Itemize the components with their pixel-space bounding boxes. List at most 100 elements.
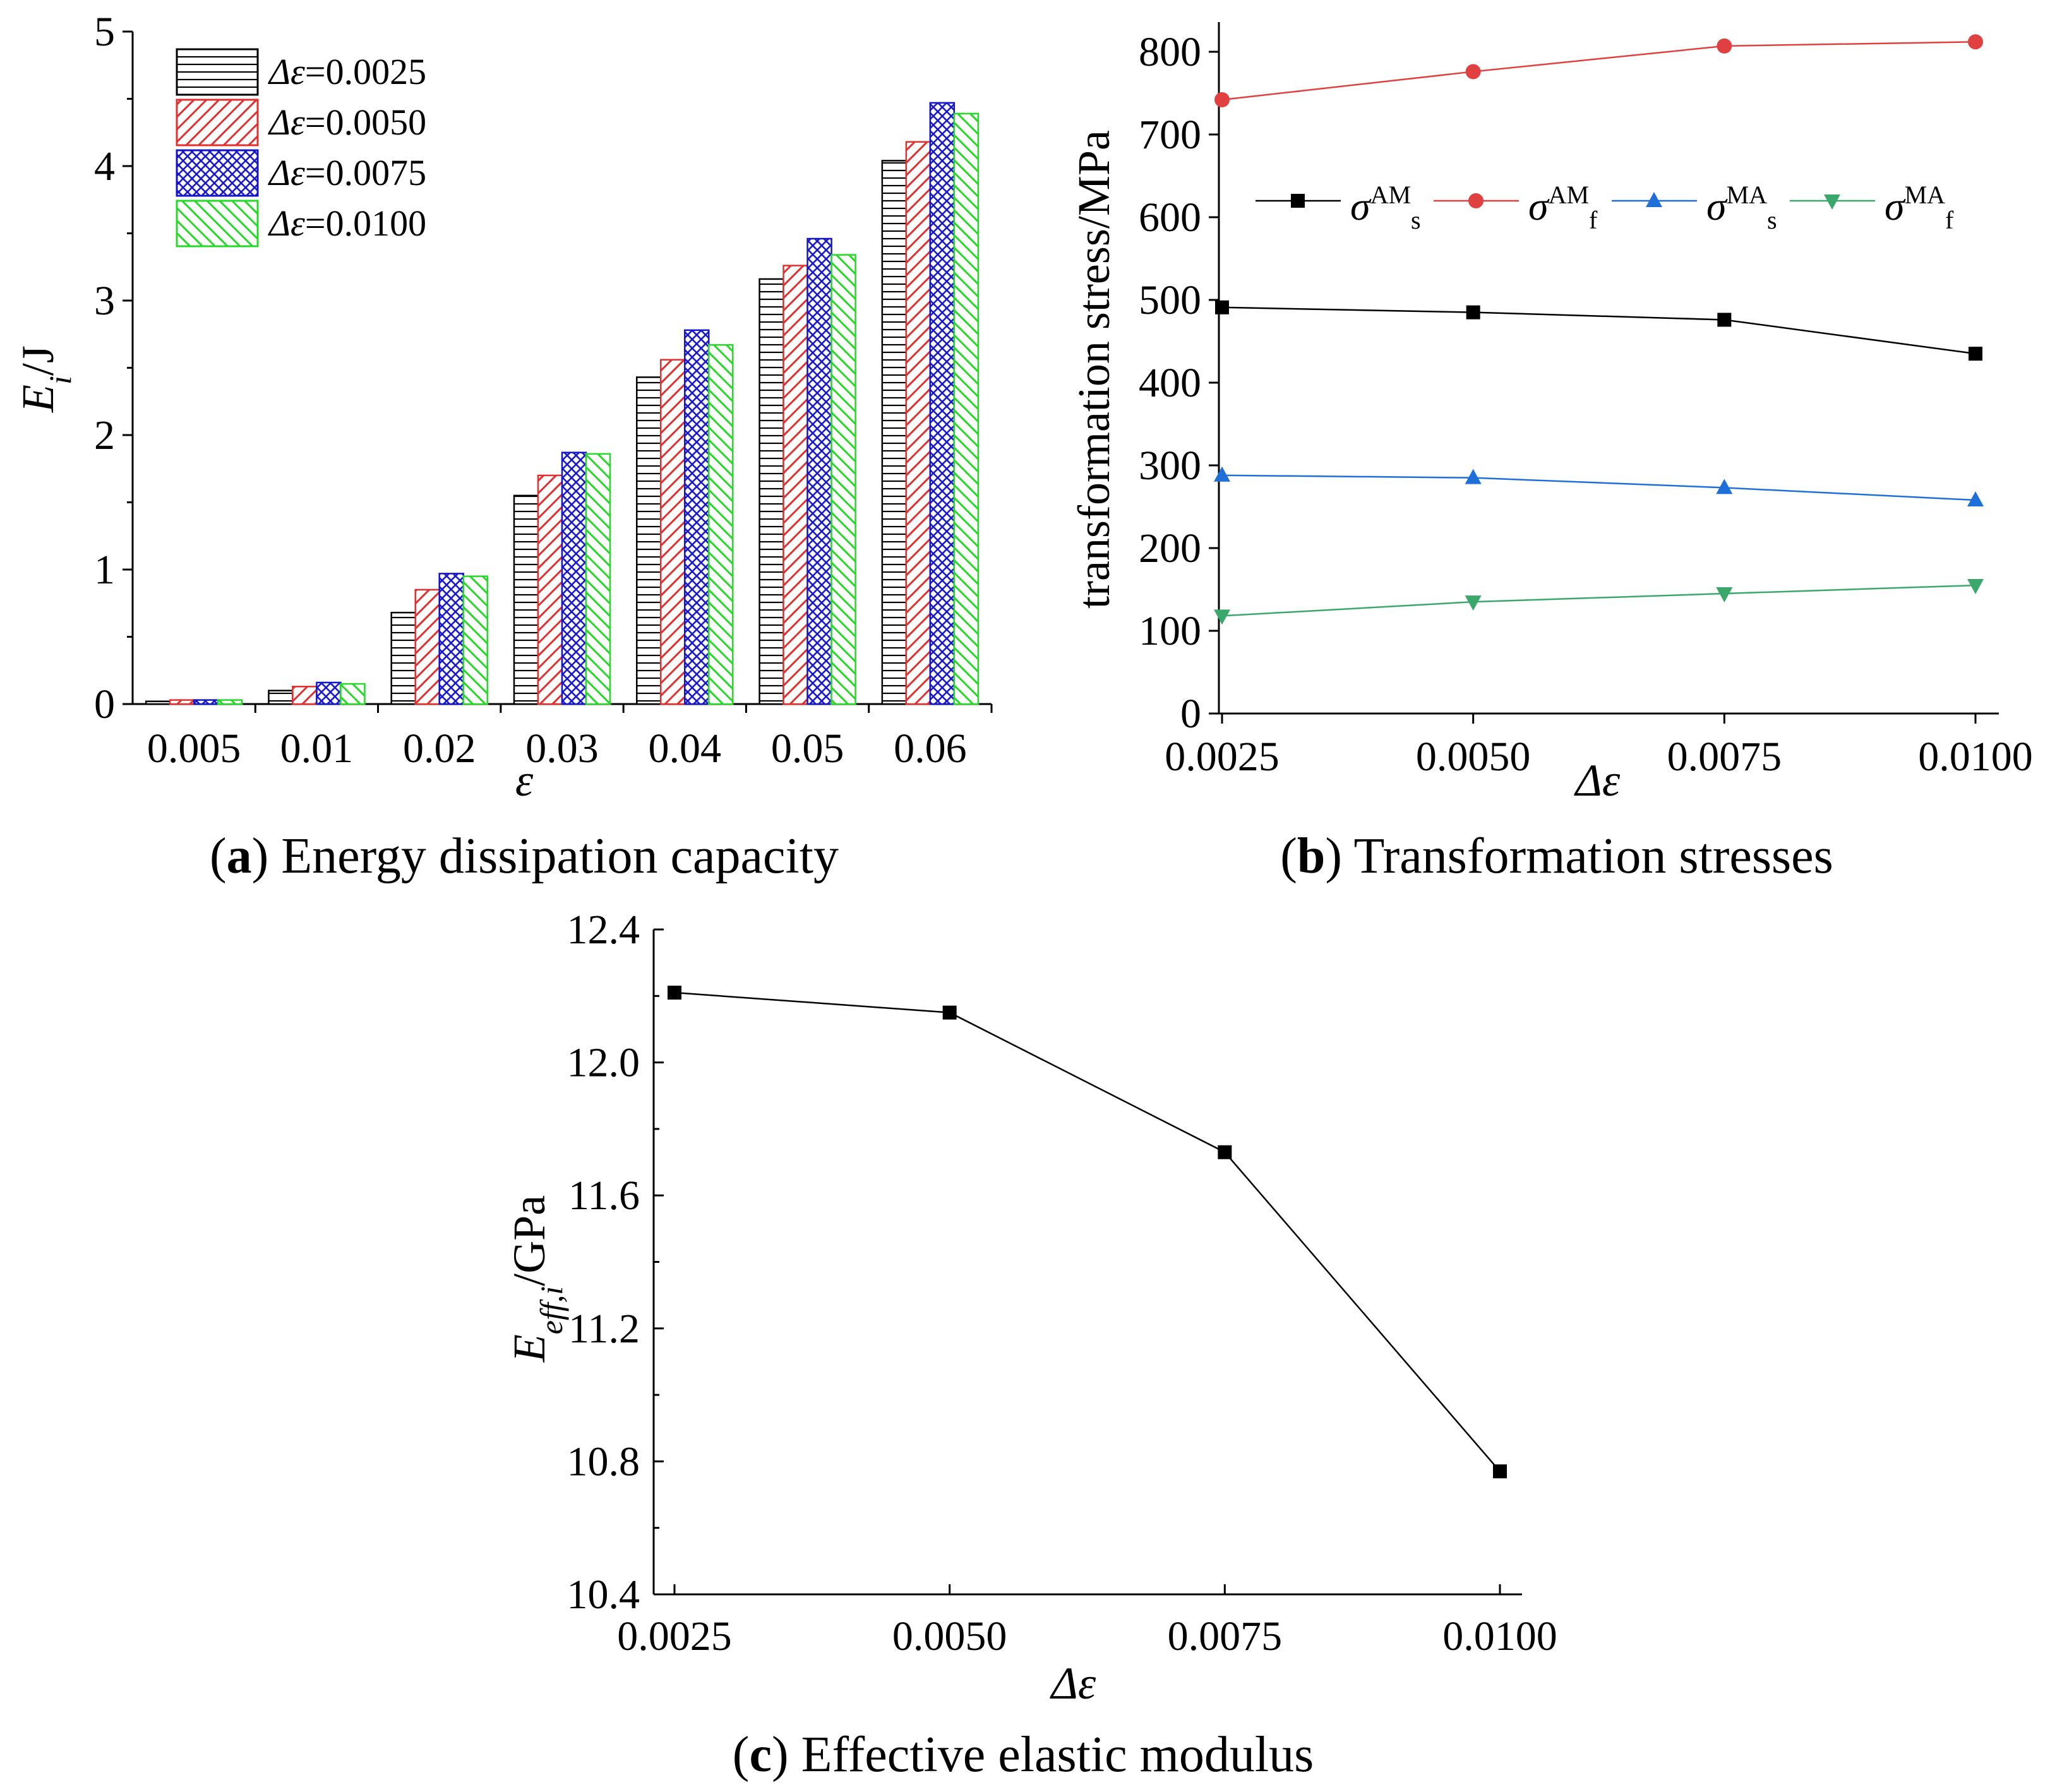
legend-b: σAMs σAMf σMAs σMAf (1256, 181, 1954, 234)
y-tick-label-b: 200 (1139, 525, 1201, 571)
data-point-b (1967, 491, 1984, 507)
bar (758, 278, 784, 705)
data-point-c (1493, 1464, 1507, 1479)
x-tick-label-a: 0.01 (280, 726, 354, 772)
bar (513, 494, 539, 705)
y-tick-label-a: 1 (94, 547, 115, 593)
legend-label-b: σMAs (1706, 181, 1777, 234)
data-point-b (1716, 587, 1733, 603)
bar (782, 265, 808, 705)
x-tick-label-a: 0.06 (894, 726, 967, 772)
x-tick-label-b: 0.0050 (1416, 734, 1531, 780)
legend-label-b-sub: f (1945, 206, 1954, 234)
y-tick-label-c: 10.8 (567, 1438, 640, 1484)
legend-label-a: Δε=0.0075 (268, 152, 426, 193)
x-axis-label-a: ε (515, 755, 534, 806)
series-line-b (1221, 474, 1976, 501)
x-tick-label-c: 0.0075 (1168, 1613, 1283, 1659)
bar (316, 681, 342, 705)
x-tick-label-a: 0.005 (147, 726, 241, 772)
data-point-c (942, 1005, 957, 1020)
data-point-b (1465, 469, 1482, 484)
legend-label-a: Δε=0.0050 (268, 102, 426, 143)
data-point-b (1214, 466, 1230, 482)
y-tick-label-b: 300 (1139, 443, 1201, 489)
legend-label-a: Δε=0.0025 (268, 51, 426, 92)
caption-b-letter: b (1297, 828, 1326, 884)
bar (684, 329, 710, 705)
y-tick-label-a: 2 (94, 412, 115, 458)
y-axis-label-a-sub: i (42, 376, 78, 385)
legend-label-b-sub: s (1411, 206, 1421, 234)
x-tick-label-a: 0.04 (649, 726, 722, 772)
bar (268, 690, 294, 705)
legend-label-b-sup: MA (1905, 181, 1946, 209)
bar (929, 102, 956, 705)
caption-b: (b) Transformation stresses (1280, 828, 1833, 884)
data-point-b (1967, 578, 1984, 594)
bar (806, 237, 832, 705)
legend-swatch-a (176, 99, 259, 146)
y-axis-label-c-main: E (504, 1334, 554, 1363)
legend-marker-b (1824, 194, 1840, 210)
y-axis-label-a-unit: /J (13, 345, 63, 376)
legend-label-a-value: =0.0075 (305, 152, 426, 193)
series-line-b (1221, 41, 1976, 101)
bar (881, 160, 908, 705)
legend-label-a-prefix: Δε (268, 51, 305, 92)
bar (561, 451, 587, 705)
legend-swatch-a (176, 48, 259, 96)
y-tick-label-a: 0 (94, 681, 115, 727)
bar (830, 254, 856, 705)
bars-a (145, 102, 980, 705)
legend-label-a-prefix: Δε (268, 152, 305, 193)
legend-label-b-sub: f (1589, 206, 1598, 234)
tick-labels-c: 10.4 10.8 11.2 11.6 12.0 12.4 0.0025 0.0050 0.00… (567, 907, 1557, 1659)
data-point-b (1968, 34, 1983, 50)
y-tick-label-a: 3 (94, 278, 115, 324)
legend-label-a-value: =0.0100 (305, 203, 426, 244)
legend-label-a-prefix: Δε (268, 102, 305, 143)
y-axis-label-a: Ei/J (13, 345, 78, 413)
y-tick-label-b: 800 (1139, 29, 1201, 75)
bar (438, 573, 464, 705)
x-tick-label-b: 0.0100 (1918, 734, 2033, 780)
series-line-b (1221, 306, 1976, 355)
legend-label-b-sup: AM (1549, 181, 1589, 209)
bar (636, 376, 662, 705)
y-axis-label-a-main: E (13, 385, 63, 413)
legend-swatch-a (176, 200, 259, 248)
x-tick-label-b: 0.0025 (1165, 734, 1280, 780)
bar (340, 683, 366, 705)
data-point-b (1214, 609, 1230, 625)
x-axis-label-c: Δε (1050, 1658, 1096, 1709)
legend-marker-b (1468, 193, 1484, 208)
legend-marker-b (1291, 194, 1305, 208)
data-point-b (1214, 92, 1230, 107)
legend-label-b: σAMs (1350, 181, 1421, 234)
bar (708, 344, 734, 705)
legend-label-b: σAMf (1528, 181, 1598, 234)
legend-label-b-sub: s (1767, 206, 1777, 234)
y-tick-label-c: 10.4 (567, 1572, 640, 1618)
data-point-c (1218, 1145, 1232, 1159)
tick-labels-b: 0 100 200 300 400 500 600 700 800 0.0025 0.0050 0.0… (1139, 29, 2033, 780)
legend-marker-b (1646, 192, 1662, 207)
legend-label-b-base: σ (1706, 184, 1728, 229)
bar (217, 699, 243, 705)
y-tick-label-a: 4 (94, 143, 115, 189)
bar (145, 700, 171, 705)
bar (193, 699, 219, 705)
y-axis-label-b: transformation stress/MPa (1069, 130, 1119, 609)
legend-label-a: Δε=0.0100 (268, 203, 426, 244)
y-tick-label-b: 700 (1139, 112, 1201, 158)
bar (660, 359, 686, 705)
data-point-b (1465, 64, 1481, 80)
legend-label-b-sup: MA (1727, 181, 1768, 209)
series-lines-b (1214, 34, 1984, 625)
y-tick-label-b: 500 (1139, 277, 1201, 323)
caption-c-text: Effective elastic modulus (789, 1727, 1314, 1783)
caption-a-text: Energy dissipation capacity (268, 828, 839, 884)
bar (462, 575, 488, 705)
y-tick-label-c: 12.0 (567, 1040, 640, 1086)
